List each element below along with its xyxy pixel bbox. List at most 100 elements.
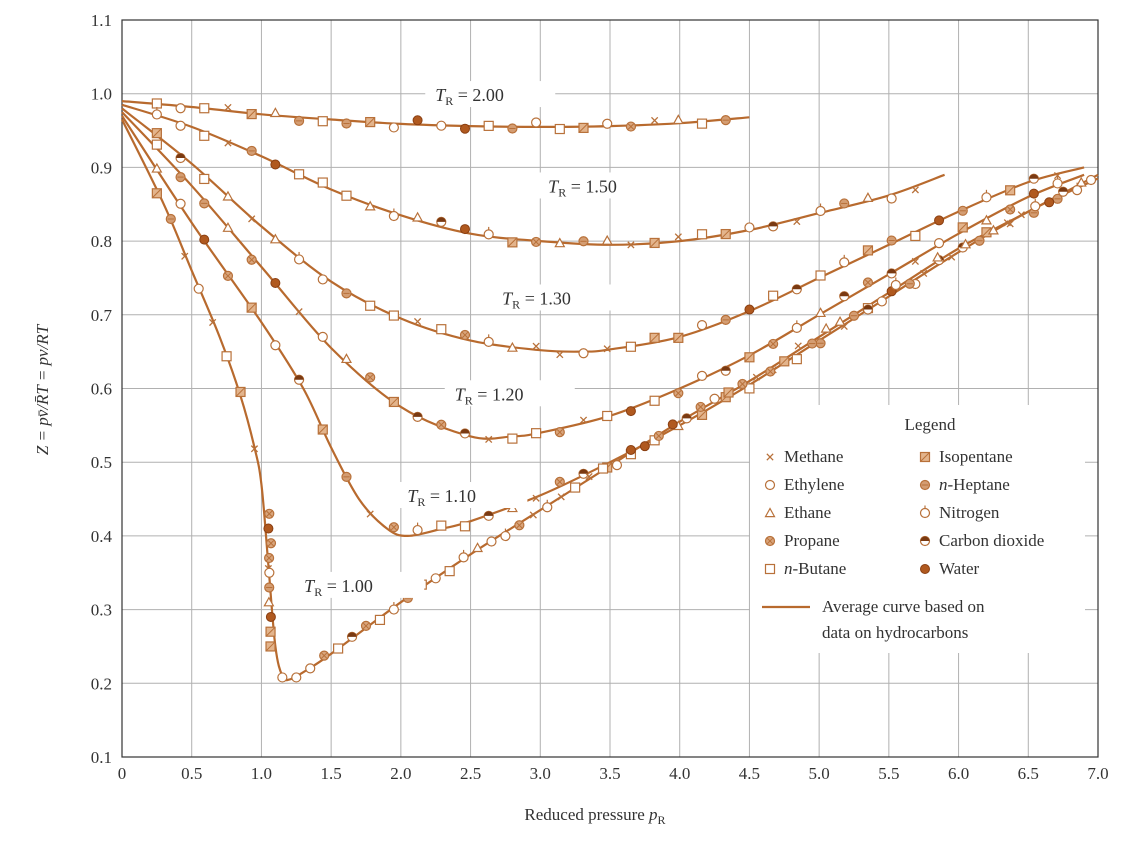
data-point-marker bbox=[264, 582, 275, 593]
curve-label: TR = 2.00 bbox=[435, 85, 504, 108]
y-tick-label: 1.1 bbox=[91, 11, 112, 30]
data-point-marker bbox=[319, 650, 330, 661]
data-point-marker bbox=[744, 352, 755, 363]
data-point-marker bbox=[264, 508, 275, 519]
data-point-marker bbox=[933, 237, 945, 249]
data-point-marker bbox=[265, 641, 276, 652]
data-point-marker bbox=[554, 476, 565, 487]
data-point-marker bbox=[695, 401, 706, 413]
data-point-marker bbox=[625, 444, 636, 455]
data-point-marker bbox=[436, 120, 447, 131]
data-point-marker bbox=[752, 373, 761, 381]
data-point-marker bbox=[265, 626, 276, 637]
data-point-marker bbox=[839, 198, 850, 209]
data-point-marker bbox=[764, 563, 776, 575]
curve-label-bg bbox=[492, 284, 623, 311]
x-tick-label: 6.0 bbox=[948, 764, 969, 783]
data-point-marker bbox=[221, 351, 232, 362]
x-tick-label: 3.5 bbox=[599, 764, 620, 783]
data-point-marker bbox=[430, 573, 441, 584]
y-axis-title-text: Z = pv̄/R̄T = pv/RT bbox=[33, 323, 52, 455]
curve-label: TR = 1.50 bbox=[548, 176, 617, 199]
data-point-marker bbox=[360, 620, 372, 632]
legend: Legend Methane Isopentane Ethylene n-Heptane… bbox=[750, 405, 1085, 653]
data-point-marker bbox=[672, 114, 684, 125]
data-point-marker bbox=[317, 177, 328, 188]
data-point-marker bbox=[839, 254, 850, 268]
curve-label-bg bbox=[444, 380, 575, 407]
legend-title: Legend bbox=[905, 415, 956, 434]
data-point-marker bbox=[444, 566, 455, 577]
data-point-marker bbox=[1030, 198, 1041, 212]
data-point-marker bbox=[295, 308, 303, 316]
data-point-marker bbox=[744, 304, 755, 315]
data-point-marker bbox=[904, 278, 915, 289]
data-point-marker bbox=[412, 411, 423, 422]
data-point-marker bbox=[820, 322, 832, 333]
data-point-marker bbox=[151, 139, 162, 150]
series-line bbox=[121, 111, 1085, 440]
x-tick-label: 1.0 bbox=[251, 764, 272, 783]
x-tick-label: 3.0 bbox=[530, 764, 551, 783]
data-point-marker bbox=[1028, 173, 1039, 184]
data-point-marker bbox=[919, 505, 931, 519]
data-point-marker bbox=[263, 523, 274, 534]
data-point-marker bbox=[374, 614, 386, 626]
curve-label: TR = 1.00 bbox=[304, 576, 373, 599]
data-point-marker bbox=[720, 115, 731, 126]
data-point-marker bbox=[436, 520, 447, 531]
data-point-marker bbox=[919, 479, 931, 491]
series-line bbox=[121, 100, 750, 129]
data-point-marker bbox=[507, 433, 518, 444]
data-point-marker bbox=[459, 224, 470, 235]
data-point-marker bbox=[175, 120, 186, 131]
data-point-marker bbox=[981, 189, 992, 203]
data-point-marker bbox=[305, 663, 316, 674]
curve-label-bg bbox=[425, 81, 556, 108]
data-point-marker bbox=[651, 116, 659, 125]
data-point-marker bbox=[764, 507, 776, 518]
data-point-marker bbox=[529, 511, 537, 519]
data-point-marker bbox=[1085, 174, 1097, 186]
data-point-marker bbox=[248, 215, 256, 223]
curve-label-bg bbox=[538, 172, 669, 199]
data-point-marker bbox=[317, 331, 328, 342]
data-point-marker bbox=[862, 304, 874, 315]
legend-entry-label: Isopentane bbox=[939, 447, 1013, 466]
data-point-marker bbox=[815, 338, 826, 349]
x-tick-label: 5.0 bbox=[809, 764, 830, 783]
data-point-marker bbox=[649, 237, 660, 249]
data-point-marker bbox=[957, 205, 968, 216]
data-point-marker bbox=[531, 117, 542, 128]
data-point-marker bbox=[412, 522, 423, 536]
data-point-marker bbox=[293, 251, 305, 265]
data-point-marker bbox=[388, 522, 399, 533]
data-point-marker bbox=[1003, 219, 1011, 227]
legend-entry-label: n-Butane bbox=[784, 559, 846, 578]
data-point-marker bbox=[459, 329, 471, 341]
legend-entry-label: Methane bbox=[784, 447, 843, 466]
data-point-marker bbox=[554, 427, 565, 438]
data-point-marker bbox=[709, 393, 720, 404]
legend-entry-label: Nitrogen bbox=[939, 503, 1000, 522]
data-point-marker bbox=[250, 445, 259, 453]
data-point-marker bbox=[886, 193, 897, 204]
data-point-marker bbox=[585, 473, 593, 481]
data-point-marker bbox=[270, 277, 281, 288]
data-point-marker bbox=[766, 453, 774, 461]
data-point-marker bbox=[341, 288, 352, 299]
data-point-marker bbox=[175, 171, 186, 183]
data-point-marker bbox=[235, 386, 246, 398]
x-tick-label: 0 bbox=[118, 764, 127, 783]
data-point-marker bbox=[625, 406, 636, 417]
data-point-marker bbox=[1017, 211, 1025, 219]
y-tick-label: 0.6 bbox=[91, 380, 112, 399]
legend-entry-label: Propane bbox=[784, 531, 840, 550]
data-point-marker bbox=[333, 643, 344, 654]
data-point-marker bbox=[696, 370, 708, 381]
data-point-marker bbox=[486, 536, 497, 547]
data-point-marker bbox=[720, 365, 731, 376]
x-tick-label: 7.0 bbox=[1087, 764, 1108, 783]
data-point-marker bbox=[768, 338, 779, 350]
